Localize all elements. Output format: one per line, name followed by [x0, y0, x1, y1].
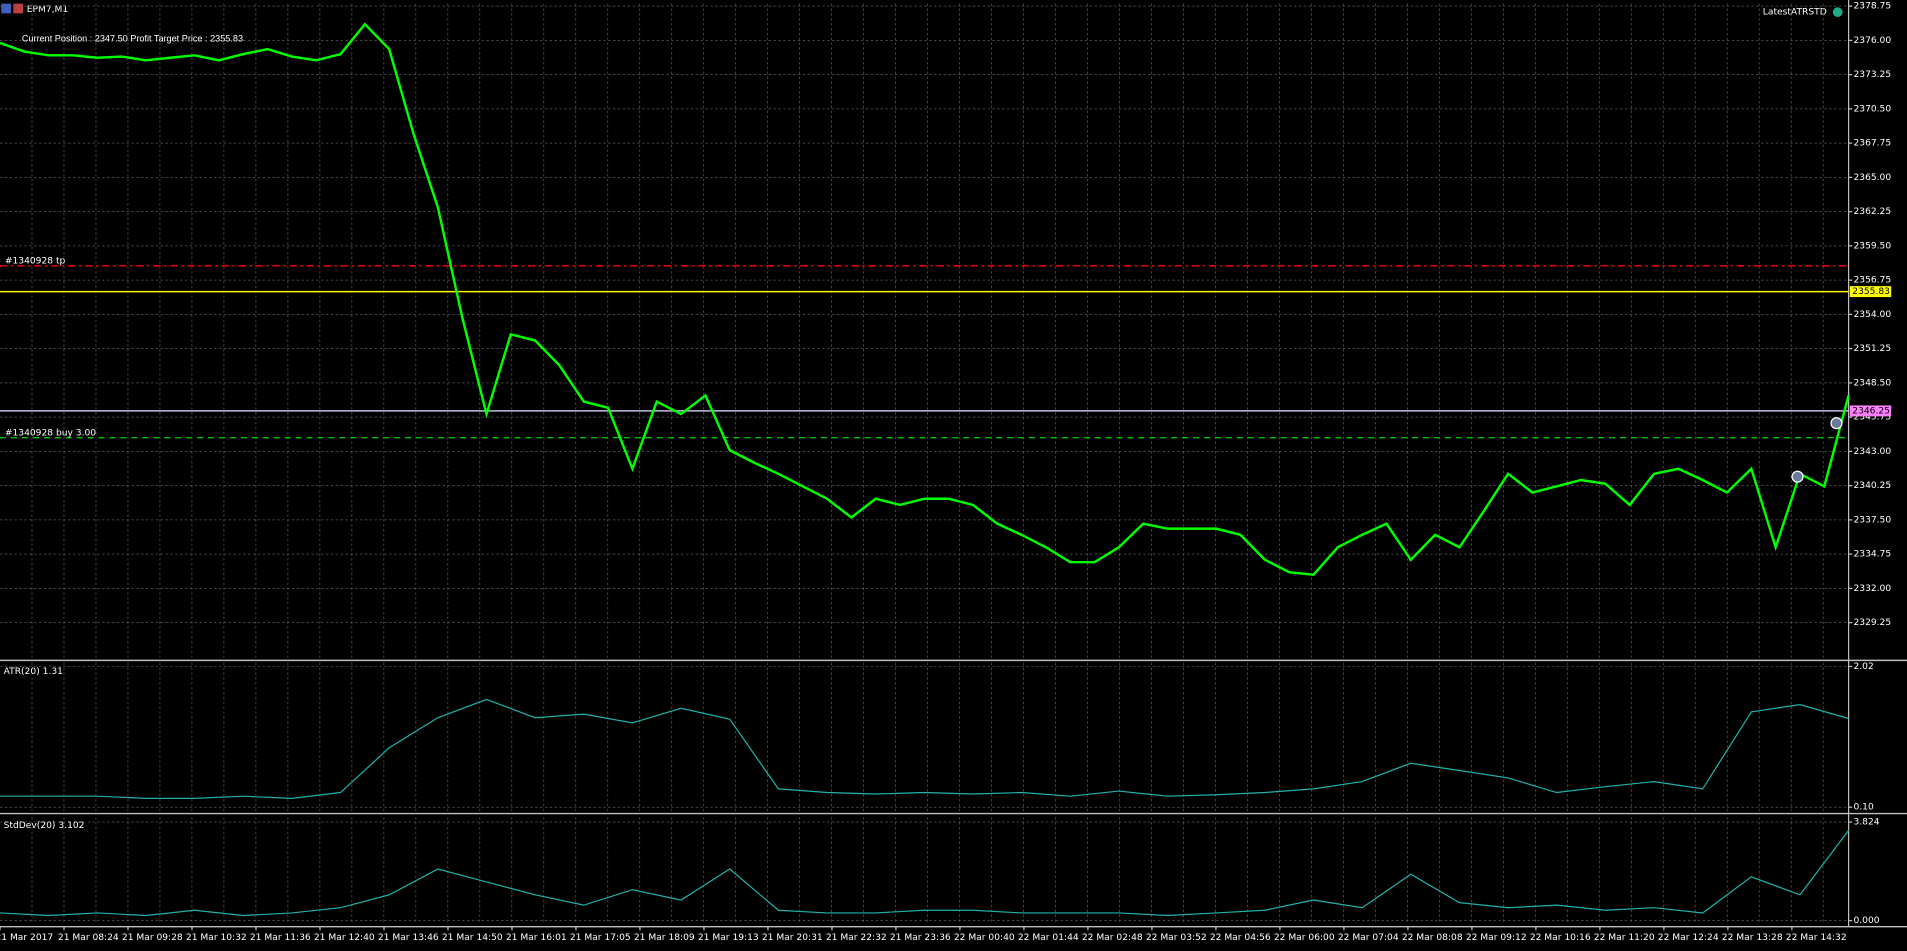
trade-marker: [1830, 417, 1843, 430]
y-tick-label: 2345.75: [1853, 413, 1891, 423]
series-line: [0, 698, 1849, 799]
x-tick-label: 21 Mar 12:40: [314, 933, 375, 943]
price-tag-label: 2355.83: [1852, 287, 1890, 297]
window-icon: [1, 3, 11, 14]
x-tick-label: 22 Mar 09:12: [1466, 933, 1527, 943]
x-tick-label: 22 Mar 11:20: [1594, 933, 1655, 943]
y-tick-label: 2356.75: [1853, 276, 1891, 286]
price-tag-label: 2346.25: [1852, 406, 1890, 416]
x-tick-label: 22 Mar 06:00: [1274, 933, 1335, 943]
symbol: EPM7,M1: [27, 5, 68, 15]
x-tick-label: 22 Mar 01:44: [1018, 933, 1079, 943]
y-tick-label: 2334.75: [1853, 550, 1891, 560]
x-tick-label: 22 Mar 00:40: [954, 933, 1015, 943]
y-tick-label: 2376.00: [1853, 36, 1891, 46]
series-line: [0, 829, 1850, 917]
x-tick-label: 22 Mar 03:52: [1146, 933, 1207, 943]
x-tick-label: 21 Mar 10:32: [186, 933, 247, 943]
series-line: [0, 22, 1850, 577]
x-tick-label: 21 Mar 23:36: [890, 933, 951, 943]
indicator-name: LatestATRSTD: [1763, 8, 1827, 18]
y-tick-label: 2329.25: [1853, 618, 1891, 628]
y-tick-label: 2365.00: [1853, 173, 1891, 183]
x-tick-label: 22 Mar 07:04: [1338, 933, 1399, 943]
x-tick-label: 21 Mar 22:32: [826, 933, 887, 943]
x-tick-label: 22 Mar 13:28: [1722, 933, 1783, 943]
x-tick-label: 21 Mar 13:46: [378, 933, 439, 943]
x-tick-label: 21 Mar 19:13: [698, 933, 759, 943]
level-label: #1340928 tp: [5, 256, 66, 266]
window-icon: [13, 3, 24, 14]
level-label: #1340928 buy 3.00: [5, 428, 96, 438]
x-tick-label: 22 Mar 02:48: [1082, 933, 1143, 943]
x-tick-label: 21 Mar 08:24: [58, 933, 119, 943]
x-tick-label: 22 Mar 12:24: [1658, 933, 1719, 943]
y-tick-label: 2359.50: [1853, 241, 1891, 251]
y-tick-label: 2362.25: [1853, 207, 1891, 217]
panel-title: ATR(20) 1.31: [4, 667, 63, 677]
y-tick-label: 2373.25: [1853, 70, 1891, 80]
y-tick-label: 3.824: [1853, 818, 1879, 828]
x-tick-label: 21 Mar 14:50: [442, 933, 503, 943]
x-tick-label: 21 Mar 17:05: [570, 933, 631, 943]
x-tick-label: 22 Mar 08:08: [1402, 933, 1463, 943]
x-tick-label: 21 Mar 11:36: [250, 933, 311, 943]
x-tick-label: 22 Mar 14:32: [1786, 933, 1847, 943]
y-tick-label: 2348.50: [1853, 378, 1891, 388]
y-tick-label: 0.000: [1853, 916, 1879, 926]
y-tick-label: 2340.25: [1853, 481, 1891, 491]
y-tick-label: 0.10: [1853, 803, 1873, 813]
y-tick-label: 2.02: [1853, 662, 1873, 672]
y-tick-label: 2367.75: [1853, 139, 1891, 149]
y-tick-label: 2351.25: [1853, 344, 1891, 354]
trade-marker: [1791, 470, 1804, 483]
y-tick-label: 2343.00: [1853, 447, 1891, 457]
y-tick-label: 2354.00: [1853, 310, 1891, 320]
x-tick-label: 22 Mar 10:16: [1530, 933, 1591, 943]
x-tick-label: 21 Mar 18:09: [634, 933, 695, 943]
x-tick-label: 21 Mar 2017: [0, 933, 53, 943]
x-tick-label: 22 Mar 04:56: [1210, 933, 1271, 943]
chart-comment: Current Position : 2347.50 Profit Target…: [22, 33, 243, 43]
price-tag: [1849, 405, 1892, 417]
panel-title: StdDev(20) 3.102: [4, 821, 85, 831]
price-tag: [1849, 286, 1892, 298]
y-tick-label: 2337.50: [1853, 515, 1891, 525]
x-tick-label: 21 Mar 20:31: [762, 933, 823, 943]
indicator-icon: [1832, 7, 1843, 18]
x-tick-label: 21 Mar 09:28: [122, 933, 183, 943]
y-tick-label: 2370.50: [1853, 104, 1891, 114]
y-tick-label: 2332.00: [1853, 584, 1891, 594]
x-tick-label: 21 Mar 16:01: [506, 933, 567, 943]
y-tick-label: 2378.75: [1853, 2, 1891, 12]
